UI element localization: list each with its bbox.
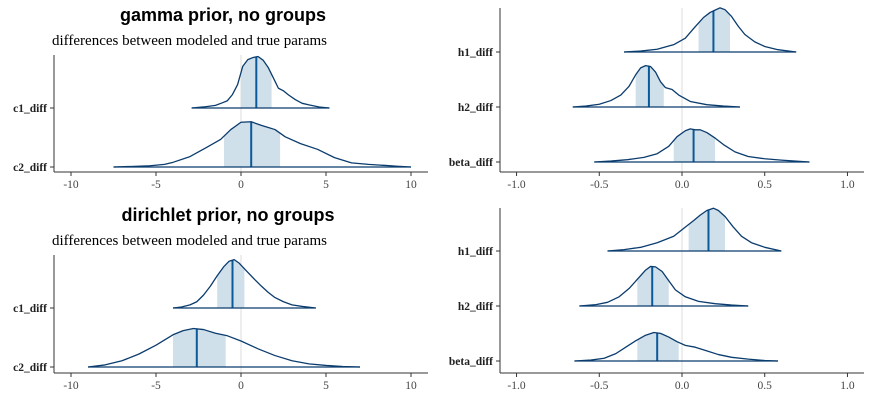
interval-area-c2_diff — [173, 328, 226, 367]
x-tick-label: -5 — [151, 380, 161, 392]
ridge-beta_diff — [574, 331, 778, 362]
ridge-h2_diff — [579, 265, 749, 307]
x-tick-label: 0.0 — [675, 179, 690, 191]
ridge-c2_diff — [113, 121, 412, 168]
x-tick-label: -10 — [63, 179, 79, 191]
chart-panel-4: h1_diff h2_diff beta_diff -1.0 -0.5 0.0 0.5 1.0 — [449, 207, 864, 392]
ridge-c1_diff — [191, 55, 330, 109]
chart-subtitle: differences between modeled and true par… — [52, 233, 327, 249]
density-outline-h2_diff — [579, 265, 749, 307]
density-outline-c2_diff — [87, 327, 361, 368]
density-outline-h1_diff — [607, 207, 782, 252]
chart-panel-3: dirichlet prior, no groups differences be… — [13, 205, 428, 392]
density-outline-beta_diff — [574, 331, 778, 362]
x-tick-label: 10 — [405, 380, 417, 392]
ridge-h1_diff — [624, 7, 797, 53]
y-tick-label-beta_diff: beta_diff — [449, 356, 493, 368]
x-tick-label: 0.0 — [675, 380, 690, 392]
ridge-h2_diff — [572, 64, 740, 108]
chart-panel-2: h1_diff h2_diff beta_diff -1.0 -0.5 0.0 0.5 1.0 — [449, 7, 864, 191]
interval-area-c1_diff — [217, 259, 245, 308]
y-tick-label-c1_diff: c1_diff — [13, 303, 47, 315]
density-outline-c1_diff — [191, 55, 330, 109]
ridge-c2_diff — [87, 327, 361, 368]
y-tick-label-h2_diff: h2_diff — [458, 301, 493, 313]
x-tick-label: -10 — [63, 380, 79, 392]
x-tick-label: 1.0 — [840, 179, 855, 191]
x-tick-label: 0 — [238, 380, 244, 392]
x-tick-label: 5 — [323, 179, 329, 191]
x-tick-label: 0.5 — [758, 380, 773, 392]
chart-subtitle: differences between modeled and true par… — [52, 33, 327, 49]
x-tick-label: 0.5 — [758, 179, 773, 191]
x-tick-label: -5 — [151, 179, 161, 191]
chart-title: dirichlet prior, no groups — [121, 205, 334, 225]
density-outline-h2_diff — [572, 64, 740, 108]
density-outline-h1_diff — [624, 7, 797, 53]
x-tick-label: 1.0 — [840, 380, 855, 392]
y-tick-label-c1_diff: c1_diff — [13, 103, 47, 115]
y-tick-label-c2_diff: c2_diff — [13, 162, 47, 174]
x-tick-label: -1.0 — [507, 179, 525, 191]
y-tick-label-h1_diff: h1_diff — [458, 47, 493, 59]
interval-area-h1_diff — [688, 208, 726, 251]
x-tick-label: 10 — [405, 179, 417, 191]
ridge-beta_diff — [594, 128, 810, 163]
x-tick-label: -0.5 — [590, 380, 608, 392]
x-tick-label: 0 — [238, 179, 244, 191]
density-outline-c2_diff — [113, 121, 412, 168]
y-tick-label-h2_diff: h2_diff — [458, 102, 493, 114]
x-tick-label: -0.5 — [590, 179, 608, 191]
y-tick-label-beta_diff: beta_diff — [449, 157, 493, 169]
ridge-h1_diff — [607, 207, 782, 252]
x-tick-label: 5 — [323, 380, 329, 392]
y-tick-label-h1_diff: h1_diff — [458, 246, 493, 258]
x-tick-label: -1.0 — [507, 380, 525, 392]
density-outline-beta_diff — [594, 128, 810, 163]
ridge-c1_diff — [172, 258, 316, 309]
y-tick-label-c2_diff: c2_diff — [13, 362, 47, 374]
chart-panel-1: gamma prior, no groups differences betwee… — [13, 5, 428, 191]
chart-title: gamma prior, no groups — [120, 5, 326, 25]
density-outline-c1_diff — [172, 258, 316, 309]
